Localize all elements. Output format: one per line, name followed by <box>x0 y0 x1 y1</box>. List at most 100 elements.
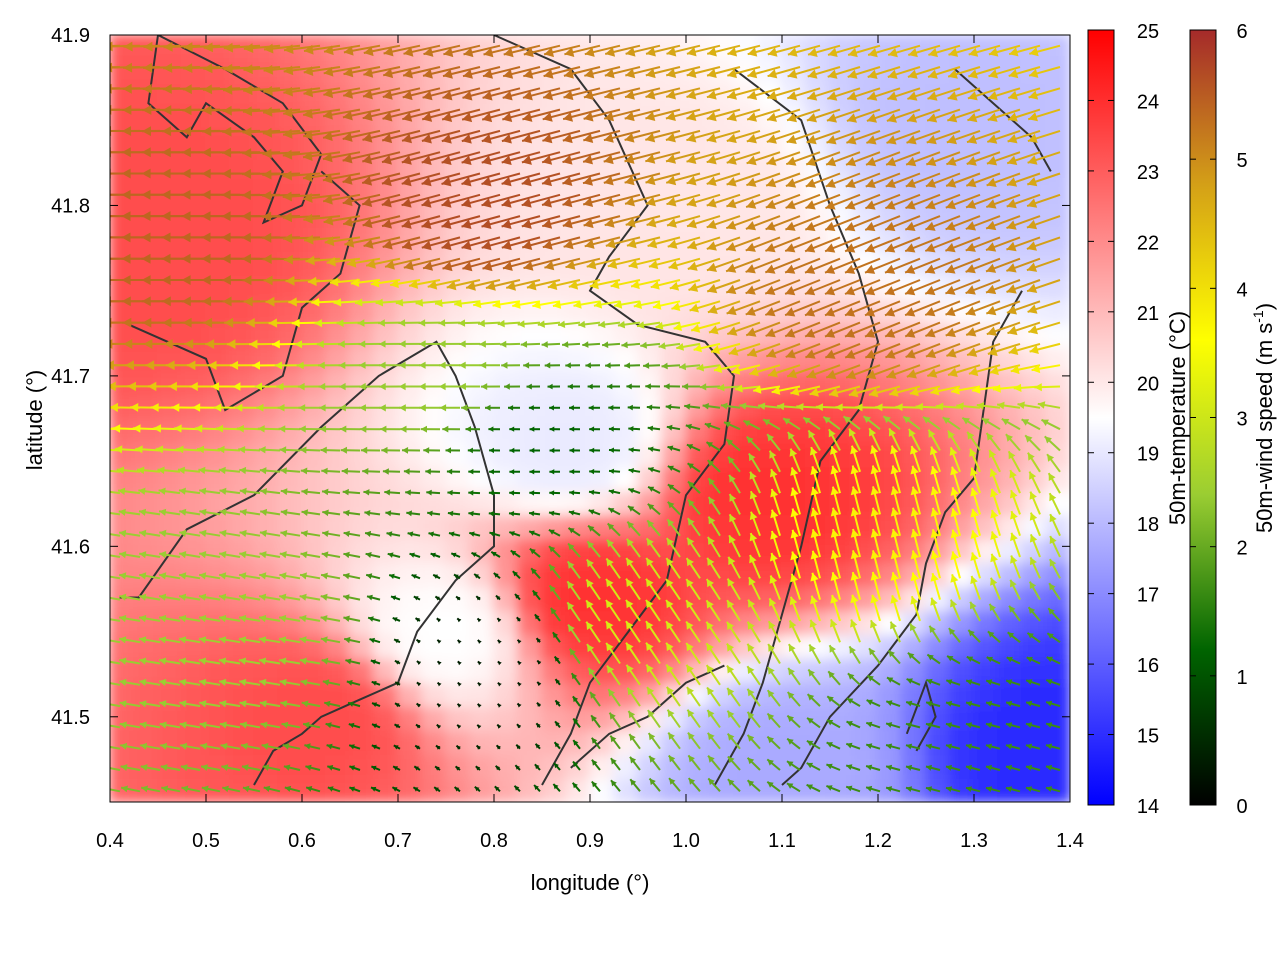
heatmap-cell <box>181 274 207 300</box>
heatmap-cell <box>541 705 567 731</box>
heatmap-cell <box>253 537 279 563</box>
colorbar-tick-label: 20 <box>1137 373 1159 395</box>
heatmap-cell <box>421 705 447 731</box>
heatmap-cell <box>661 441 687 467</box>
heatmap-cell <box>613 346 639 372</box>
heatmap-cell <box>517 537 543 563</box>
heatmap-cell <box>757 58 783 84</box>
heatmap-cell <box>613 585 639 611</box>
heatmap-cell <box>325 394 351 420</box>
heatmap-cell <box>853 202 879 228</box>
heatmap-cell <box>133 274 159 300</box>
heatmap-cell <box>469 633 495 659</box>
heatmap-cell <box>901 657 927 683</box>
heatmap-cell <box>373 441 399 467</box>
colorbar-tick-label: 21 <box>1137 303 1159 325</box>
heatmap-cell <box>301 729 327 755</box>
heatmap-cell <box>565 729 591 755</box>
heatmap-cell <box>373 753 399 779</box>
heatmap-cell <box>181 154 207 180</box>
heatmap-cell <box>229 441 255 467</box>
x-tick-label: 0.5 <box>192 830 220 852</box>
heatmap-cell <box>829 777 855 803</box>
heatmap-cell <box>253 394 279 420</box>
heatmap-cell <box>757 34 783 60</box>
heatmap-cell <box>373 370 399 396</box>
heatmap-cell <box>181 609 207 635</box>
x-axis-label: longitude (°) <box>531 870 650 895</box>
heatmap-cell <box>469 609 495 635</box>
heatmap-cell <box>733 274 759 300</box>
colorbar-tick-label: 2 <box>1236 538 1247 560</box>
heatmap-cell <box>277 370 303 396</box>
heatmap-cell <box>349 537 375 563</box>
heatmap-cell <box>613 418 639 444</box>
heatmap-cell <box>517 561 543 587</box>
heatmap-cell <box>901 681 927 707</box>
heatmap-cell <box>661 298 687 324</box>
heatmap-cell <box>469 657 495 683</box>
heatmap-cell <box>229 226 255 252</box>
heatmap-cell <box>373 729 399 755</box>
heatmap-cell <box>421 753 447 779</box>
heatmap-cell <box>637 274 663 300</box>
wind-colorbar-label-close: ) <box>1252 303 1277 310</box>
heatmap-cell <box>325 609 351 635</box>
heatmap-cell <box>349 418 375 444</box>
heatmap-cell <box>277 537 303 563</box>
heatmap-cell <box>565 394 591 420</box>
heatmap-cell <box>109 178 135 204</box>
heatmap-cell <box>277 418 303 444</box>
heatmap-cell <box>493 441 519 467</box>
heatmap-cell <box>661 657 687 683</box>
y-tick-label: 41.7 <box>51 366 90 388</box>
heatmap-cell <box>157 729 183 755</box>
heatmap-cell <box>949 729 975 755</box>
heatmap-cell <box>181 394 207 420</box>
heatmap-cell <box>925 729 951 755</box>
heatmap-cell <box>541 130 567 156</box>
heatmap-cell <box>1045 537 1071 563</box>
heatmap-cell <box>109 418 135 444</box>
y-tick-label: 41.9 <box>51 25 90 47</box>
heatmap-cell <box>997 609 1023 635</box>
heatmap-cell <box>637 609 663 635</box>
heatmap-cell <box>1021 681 1047 707</box>
heatmap-cell <box>445 753 471 779</box>
colorbar-tick-label: 17 <box>1137 585 1159 607</box>
heatmap-cell <box>445 681 471 707</box>
heatmap-cell <box>253 418 279 444</box>
heatmap-cell <box>349 465 375 491</box>
heatmap-cell <box>1045 513 1071 539</box>
colorbar-tick-label: 3 <box>1236 409 1247 431</box>
heatmap-cell <box>637 441 663 467</box>
heatmap-cell <box>205 418 231 444</box>
heatmap-cell <box>277 633 303 659</box>
heatmap-cell <box>445 441 471 467</box>
heatmap-cell <box>661 370 687 396</box>
heatmap-cell <box>445 465 471 491</box>
heatmap-cell <box>421 729 447 755</box>
x-tick-label: 1.2 <box>864 830 892 852</box>
heatmap-cell <box>157 609 183 635</box>
heatmap-cell <box>301 609 327 635</box>
heatmap-cell <box>1045 370 1071 396</box>
heatmap-cell <box>373 537 399 563</box>
heatmap-cell <box>157 633 183 659</box>
heatmap-cell <box>997 154 1023 180</box>
x-tick-label: 1.4 <box>1056 830 1084 852</box>
heatmap-cell <box>181 537 207 563</box>
heatmap-cell <box>1045 609 1071 635</box>
heatmap-cell <box>181 82 207 108</box>
heatmap-cell <box>229 346 255 372</box>
heatmap-cell <box>205 178 231 204</box>
heatmap-cell <box>325 441 351 467</box>
heatmap-cell <box>781 681 807 707</box>
wind-colorbar-label: 50m-wind speed (m s-1) <box>1250 303 1277 533</box>
heatmap-cell <box>181 58 207 84</box>
heatmap-cell <box>637 34 663 60</box>
heatmap-cell <box>589 370 615 396</box>
heatmap-cell <box>253 729 279 755</box>
